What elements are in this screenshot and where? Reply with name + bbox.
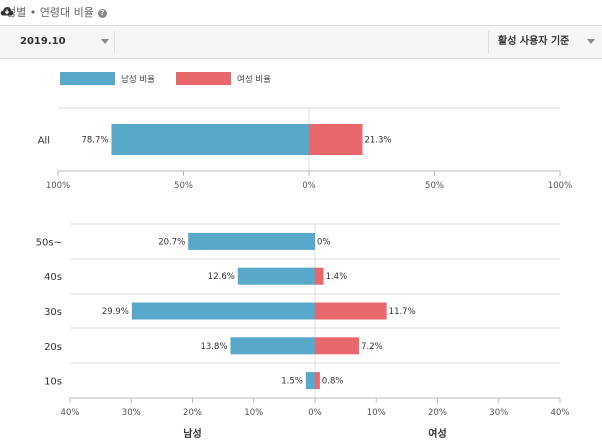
x-tick-label: 40% — [551, 408, 570, 418]
toolbar-divider — [114, 31, 115, 53]
legend-label-male: 남성 비율 — [121, 75, 155, 85]
category-label: 50s~ — [36, 237, 62, 248]
x-tick-label: 100% — [548, 181, 572, 191]
x-tick-label: 100% — [46, 181, 70, 191]
data-label-female: 0.8% — [322, 377, 344, 387]
x-tick-label: 10% — [244, 408, 263, 418]
basis-select[interactable]: 활성 사용자 기준 — [489, 26, 602, 58]
bar-female — [315, 302, 387, 320]
x-tick-label: 0% — [302, 181, 316, 191]
legend-swatch-female — [176, 72, 231, 85]
category-label: 20s — [44, 342, 62, 353]
toolbar-divider — [488, 31, 489, 53]
legend-swatch-male — [60, 72, 115, 85]
chevron-down-icon — [101, 39, 109, 44]
bar-male — [237, 267, 315, 285]
bar-female — [309, 124, 363, 155]
bar-female — [315, 337, 360, 355]
category-label: All — [38, 136, 50, 147]
x-tick-label: 10% — [367, 408, 386, 418]
help-icon[interactable]: ? — [97, 9, 107, 18]
data-label-male: 29.9% — [102, 307, 129, 317]
data-label-male: 12.6% — [208, 272, 235, 282]
cloud-download-icon[interactable] — [0, 5, 14, 17]
data-label-male: 20.7% — [158, 237, 185, 247]
legend-label-female: 여성 비율 — [237, 74, 271, 85]
category-label: 40s — [44, 272, 62, 283]
chevron-down-icon — [587, 39, 595, 44]
period-select[interactable]: 2019.10 — [0, 26, 114, 58]
x-tick-label: 30% — [122, 408, 141, 418]
widget-title: 성별 • 연령대 비율? — [6, 4, 107, 20]
data-label-male: 78.7% — [81, 136, 108, 146]
bar-male — [305, 372, 315, 390]
x-axis-label-female: 여성 — [428, 427, 446, 440]
bar-male — [230, 337, 315, 355]
bar-male — [131, 302, 315, 320]
period-select-value: 2019.10 — [20, 36, 66, 47]
x-tick-label: 20% — [183, 408, 202, 418]
data-label-female: 0% — [317, 237, 331, 247]
basis-select-value: 활성 사용자 기준 — [498, 36, 570, 47]
data-label-female: 11.7% — [389, 307, 416, 317]
bar-female — [315, 372, 320, 390]
data-label-male: 1.5% — [281, 377, 303, 387]
x-axis-label-male: 남성 — [183, 427, 201, 440]
category-label: 10s — [44, 377, 62, 388]
data-label-female: 1.4% — [326, 272, 348, 282]
data-label-female: 7.2% — [361, 342, 383, 352]
widget-header: 성별 • 연령대 비율? — [0, 0, 602, 25]
x-tick-label: 20% — [428, 408, 447, 418]
bar-male — [188, 232, 315, 250]
bar-male — [111, 124, 309, 155]
data-label-male: 13.8% — [200, 342, 227, 352]
x-tick-label: 0% — [308, 408, 322, 418]
bar-female — [315, 267, 324, 285]
data-label-female: 21.3% — [364, 136, 391, 146]
category-label: 30s — [44, 307, 62, 318]
x-tick-label: 30% — [489, 408, 508, 418]
x-tick-label: 50% — [425, 181, 444, 191]
x-tick-label: 40% — [61, 408, 80, 418]
filter-toolbar: 2019.10 활성 사용자 기준 — [0, 25, 602, 59]
x-tick-label: 50% — [174, 181, 193, 191]
